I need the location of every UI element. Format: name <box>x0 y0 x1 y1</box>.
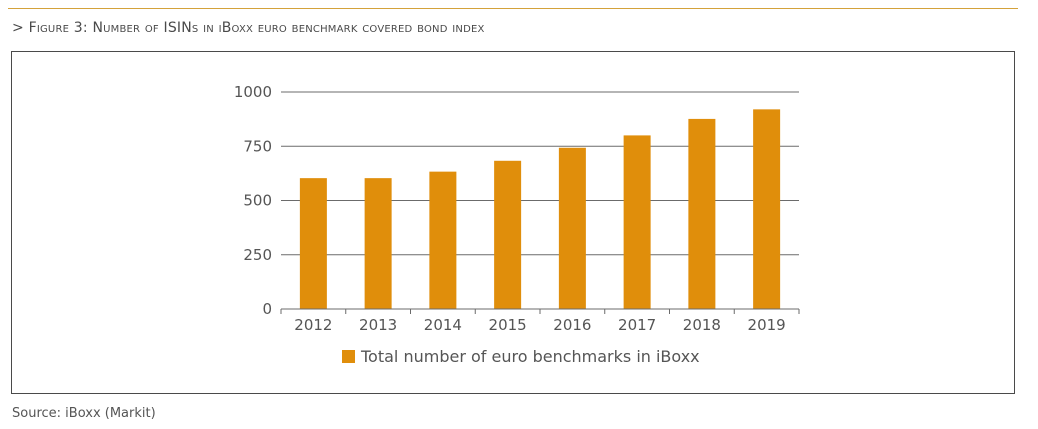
legend: Total number of euro benchmarks in iBoxx <box>342 347 700 366</box>
x-tick-label: 2019 <box>748 316 786 334</box>
bar <box>364 178 392 309</box>
bar <box>494 160 522 309</box>
x-tick-label: 2014 <box>424 316 462 334</box>
x-tick-label: 2016 <box>553 316 591 334</box>
y-axis-ticks: 0 250 500 750 1000 <box>234 83 272 318</box>
x-tick-label: 2013 <box>359 316 397 334</box>
bar <box>623 135 651 309</box>
x-axis: 2012 2013 2014 2015 2016 2017 2018 2019 <box>280 308 800 334</box>
x-tick-label: 2012 <box>294 316 332 334</box>
legend-label: Total number of euro benchmarks in iBoxx <box>360 347 700 366</box>
x-tick-label: 2015 <box>489 316 527 334</box>
bar <box>299 178 327 309</box>
bars <box>299 109 781 310</box>
figure-title: > Figure 3: Number of ISINs in iBoxx eur… <box>12 20 485 36</box>
bar <box>429 171 457 309</box>
gridlines <box>281 91 799 310</box>
bar <box>688 118 716 310</box>
x-tick-label: 2017 <box>618 316 656 334</box>
header-rule <box>8 8 1018 9</box>
source-note: Source: iBoxx (Markit) <box>12 406 156 421</box>
y-tick-label: 750 <box>243 137 272 155</box>
y-tick-label: 250 <box>243 246 272 264</box>
bar <box>558 147 586 309</box>
x-tick-label: 2018 <box>683 316 721 334</box>
y-tick-label: 0 <box>262 300 272 318</box>
y-tick-label: 1000 <box>234 83 272 101</box>
chart-frame <box>11 51 1015 394</box>
bar <box>753 109 781 309</box>
y-tick-label: 500 <box>243 192 272 210</box>
legend-swatch <box>342 350 355 363</box>
